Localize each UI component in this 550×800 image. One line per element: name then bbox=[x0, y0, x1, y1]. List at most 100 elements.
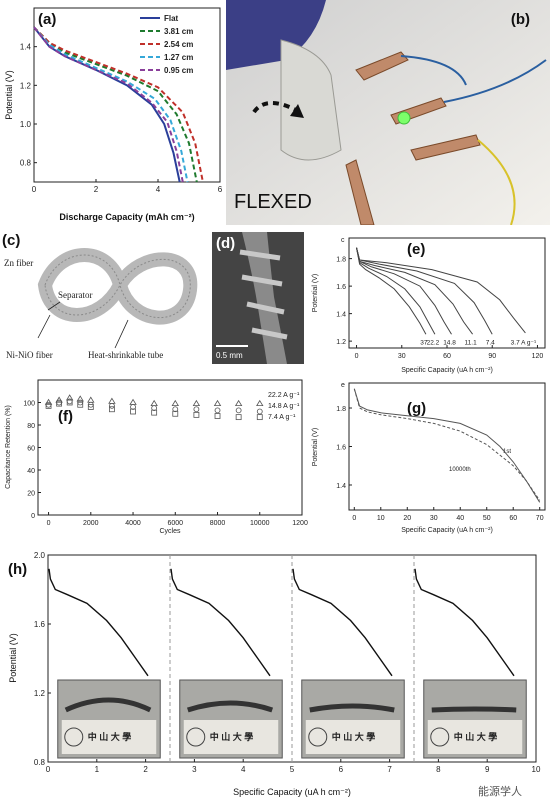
x-tick-label-h: 0 bbox=[46, 765, 51, 774]
photo-text: 中 山 大 學 bbox=[454, 731, 498, 742]
x-tick-label-h: 8 bbox=[436, 765, 441, 774]
photo-text: 中 山 大 學 bbox=[210, 731, 254, 742]
y-tick-label-h: 2.0 bbox=[34, 551, 46, 560]
panel-tag-c: (c) bbox=[2, 232, 20, 249]
panel-h: (h) 中 山 大 學 中 山 大 學 中 山 大 學 中 山 大 學 Specifi… bbox=[0, 540, 550, 800]
data-point-f-2 bbox=[172, 410, 179, 417]
y-tick-label-a: 1.2 bbox=[20, 81, 32, 90]
scale-bar-label: 0.5 mm bbox=[216, 351, 243, 360]
panel-c-schematic: (c) Zn fiber Separator Ni-NiO fiber Heat… bbox=[0, 230, 210, 365]
legend-f: 22.2 A g⁻¹ 14.8 A g⁻¹ 7.4 A g⁻¹ bbox=[268, 392, 300, 421]
x-tick-label-g: 10 bbox=[377, 515, 385, 522]
x-tick-label-g: 50 bbox=[483, 515, 491, 522]
data-point-f-1 bbox=[235, 407, 242, 414]
data-point-f-0 bbox=[108, 397, 116, 404]
y-tick-label-f: 100 bbox=[23, 401, 35, 408]
panel-tag-b: (b) bbox=[511, 11, 530, 28]
end-label-e: 11.1 bbox=[465, 339, 478, 346]
series-line-e-3 bbox=[356, 247, 474, 335]
data-point-f-2 bbox=[66, 399, 73, 406]
chart-e: c (e) Specific Capacity (uA h cm⁻²) Pote… bbox=[312, 237, 546, 374]
photo-inset-3: 中 山 大 學 bbox=[301, 679, 405, 759]
data-point-f-1 bbox=[151, 405, 158, 412]
y-tick-label-e: 1.2 bbox=[336, 339, 346, 346]
corner-letter-e: c bbox=[341, 237, 345, 244]
x-tick-label-e: 120 bbox=[532, 353, 544, 360]
series-line-a-2 bbox=[33, 26, 204, 183]
chart-g: e (g) 1st 10000th Specific Capacity (uA … bbox=[312, 382, 546, 534]
data-point-f-0 bbox=[129, 398, 137, 405]
x-tick-label-h: 3 bbox=[192, 765, 197, 774]
photo-insets: 中 山 大 學中 山 大 學中 山 大 學中 山 大 學 bbox=[57, 679, 527, 759]
data-point-f-2 bbox=[193, 411, 200, 418]
x-tick-label-a: 0 bbox=[32, 185, 37, 194]
x-tick-label-g: 30 bbox=[430, 515, 438, 522]
x-tick-label-h: 7 bbox=[387, 765, 392, 774]
series-line-e-1 bbox=[356, 247, 436, 335]
data-point-f-2 bbox=[77, 401, 84, 408]
x-axis-label-g: Specific Capacity (uA h cm⁻²) bbox=[401, 527, 493, 534]
data-point-f-2 bbox=[87, 404, 94, 410]
y-tick-label-h: 1.2 bbox=[34, 689, 46, 698]
flex-arrow bbox=[252, 101, 297, 114]
panel-tag-h: (h) bbox=[8, 561, 27, 578]
data-point-f-0 bbox=[55, 396, 63, 403]
legend-entry-f: 22.2 A g⁻¹ bbox=[268, 392, 300, 399]
x-tick-label-f: 0 bbox=[47, 520, 51, 527]
clip-right bbox=[410, 134, 481, 161]
series-line-h-2 bbox=[292, 568, 393, 677]
x-tick-label-a: 4 bbox=[156, 185, 161, 194]
y-tick-label-g: 1.6 bbox=[336, 445, 346, 452]
plot-frame-a bbox=[33, 7, 221, 183]
panel-f: (f) Cycles Capacitance Retention (%) 22.… bbox=[0, 375, 308, 535]
photo-inset-4: 中 山 大 學 bbox=[423, 679, 527, 759]
x-tick-label-g: 20 bbox=[403, 515, 411, 522]
y-axis-label-g: Potential (V) bbox=[312, 428, 319, 467]
y-axis-label-e: Potential (V) bbox=[312, 274, 319, 313]
fiber-strand bbox=[242, 232, 287, 364]
x-tick-label-e: 0 bbox=[355, 353, 359, 360]
data-point-f-2 bbox=[130, 408, 136, 415]
x-tick-label-g: 0 bbox=[352, 515, 356, 522]
data-point-f-0 bbox=[76, 395, 84, 402]
panel-g: e (g) 1st 10000th Specific Capacity (uA … bbox=[305, 375, 550, 535]
series-line-h-0 bbox=[48, 568, 149, 677]
panel-tag-e: (e) bbox=[407, 241, 425, 258]
series-line-e-0 bbox=[356, 247, 427, 335]
data-point-f-2 bbox=[256, 414, 263, 421]
corner-letter-g: e bbox=[341, 382, 345, 389]
legend-entry-a: 1.27 cm bbox=[164, 53, 193, 62]
clip-top bbox=[355, 51, 409, 81]
chart-h: (h) 中 山 大 學 中 山 大 學 中 山 大 學 中 山 大 學 Specifi… bbox=[8, 551, 541, 798]
x-tick-label-a: 2 bbox=[94, 185, 99, 194]
label-zn-fiber: Zn fiber bbox=[4, 258, 33, 268]
sem-image: (d) 0.5 mm bbox=[212, 232, 304, 364]
x-axis-label-e: Specific Capacity (uA h cm⁻²) bbox=[401, 367, 493, 374]
data-point-f-2 bbox=[45, 402, 52, 409]
x-tick-label-e: 30 bbox=[398, 353, 406, 360]
y-tick-label-a: 1.0 bbox=[20, 120, 32, 129]
panel-tag-a: (a) bbox=[38, 11, 56, 28]
x-tick-label-g: 40 bbox=[456, 515, 464, 522]
data-point-f-1 bbox=[193, 406, 200, 413]
data-point-f-0 bbox=[44, 398, 53, 405]
x-tick-label-a: 6 bbox=[218, 185, 223, 194]
label-separator: Separator bbox=[58, 290, 92, 300]
series-line-a-0 bbox=[33, 26, 181, 183]
data-point-f-0 bbox=[234, 399, 243, 407]
panel-tag-g: (g) bbox=[407, 400, 426, 417]
x-tick-label-f: 8000 bbox=[210, 520, 226, 527]
legend-entry-a: 2.54 cm bbox=[164, 40, 193, 49]
photo-text: 中 山 大 學 bbox=[88, 731, 132, 742]
data-point-f-2 bbox=[56, 400, 63, 407]
figure-eight-fiber bbox=[37, 248, 198, 325]
y-tick-label-e: 1.8 bbox=[336, 257, 346, 264]
y-tick-label-a: 1.4 bbox=[20, 43, 32, 52]
x-tick-label-f: 4000 bbox=[125, 520, 141, 527]
y-axis-label-a: Potential (V) bbox=[4, 70, 14, 120]
legend-entry-f: 14.8 A g⁻¹ bbox=[268, 403, 300, 410]
x-tick-label-f: 10000 bbox=[250, 520, 270, 527]
chart-f: (f) Cycles Capacitance Retention (%) 22.… bbox=[5, 379, 308, 535]
series-line-e-5 bbox=[356, 247, 526, 334]
